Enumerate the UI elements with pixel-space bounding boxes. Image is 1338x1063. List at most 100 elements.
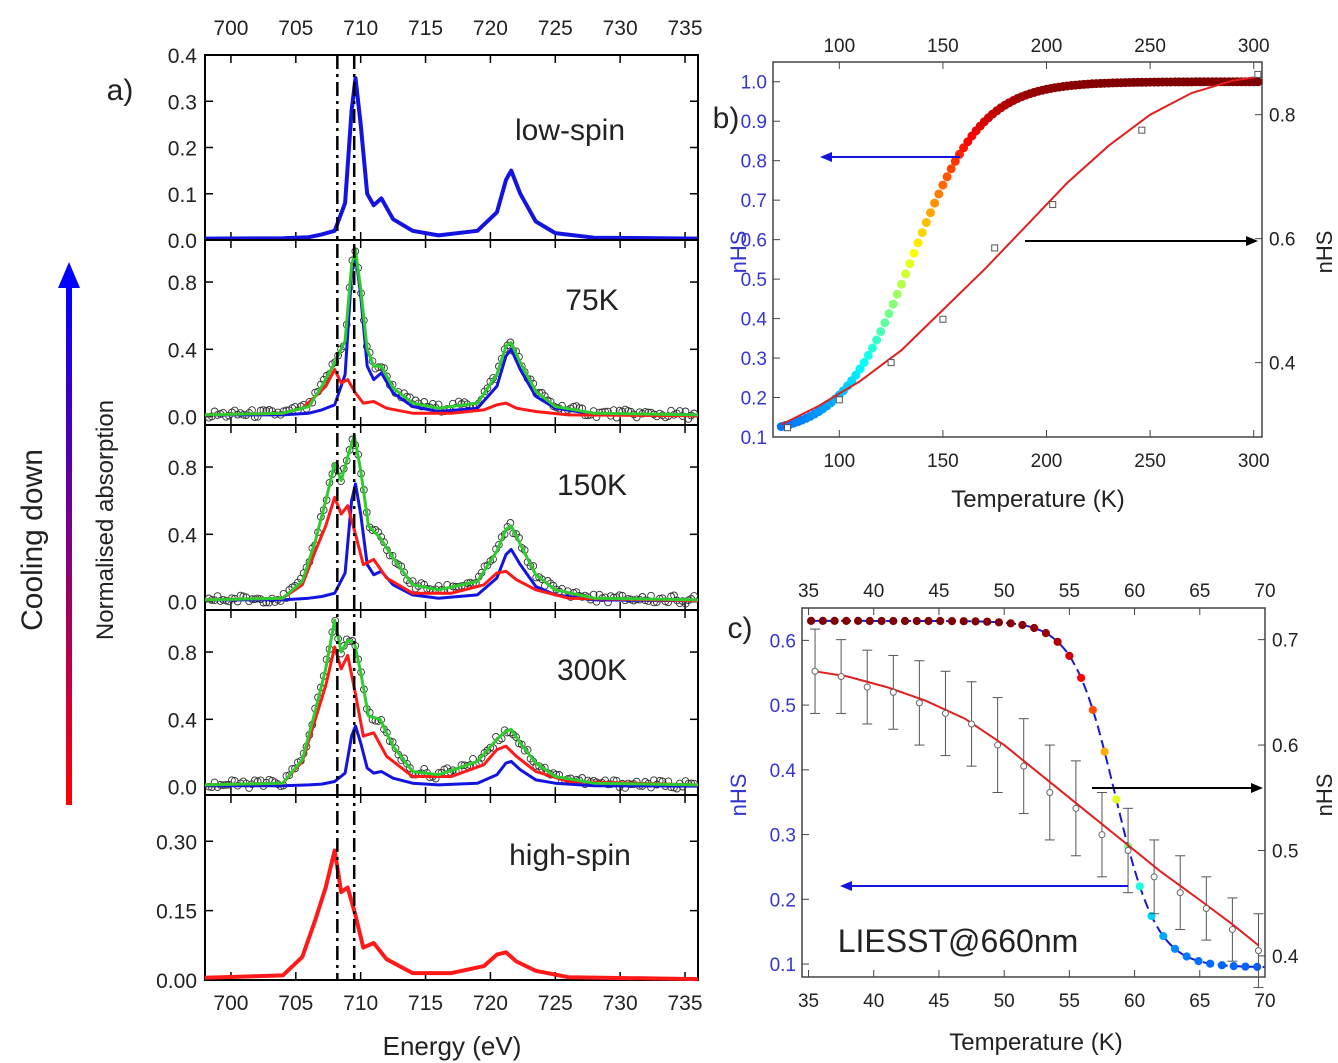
subpanel-low-spin: 0.0 0.1 0.2 0.3 0.4 low-spin (168, 45, 699, 253)
nhs-point (868, 343, 877, 353)
exp-point (1124, 846, 1132, 854)
exp-point (291, 764, 299, 773)
y-tick-label-left: 0.6 (741, 231, 767, 252)
series-hs (204, 848, 699, 982)
panel-a-xlabel: Energy (eV) (383, 1031, 522, 1061)
exp-point (285, 771, 294, 780)
nhs-point (863, 350, 873, 360)
nhs-point (983, 617, 992, 626)
y-tick-label: 0.0 (168, 777, 197, 800)
nhs-point (1030, 623, 1039, 633)
x-tick-label-bottom: 200 (1031, 451, 1063, 472)
nhs-point (1159, 932, 1168, 941)
square-point (939, 315, 947, 323)
exp-point (1098, 831, 1106, 839)
nhs-point (859, 358, 869, 367)
nhs-point (1065, 651, 1074, 661)
arrow-right-head (1246, 236, 1258, 246)
y-tick-label: 0.00 (156, 970, 197, 993)
subpanel-label: 300K (557, 654, 627, 687)
y-tick-label-left: 0.7 (741, 191, 767, 212)
nhs-point (876, 327, 886, 337)
subpanel-high-spin: 0.00 0.15 0.30 high-spin (156, 794, 699, 993)
y-tick-label-right: 0.6 (1272, 736, 1298, 757)
y-tick-label: 0.30 (156, 831, 197, 854)
nhs-point (865, 616, 874, 626)
nhs-point (994, 618, 1004, 627)
y-tick-label-left: 0.4 (741, 310, 768, 331)
panel-b-frame (772, 61, 1263, 438)
y-tick-label: 0.8 (168, 457, 197, 480)
panel-b-xlabel: Temperature (K) (951, 486, 1124, 513)
x-tick-label-top: 70 (1254, 581, 1275, 602)
y-tick-label: 0.8 (168, 642, 197, 665)
nhs-point (913, 238, 923, 248)
x-tick-label-bottom: 50 (994, 991, 1015, 1012)
arrow-left-head (840, 881, 852, 891)
nhs-point (889, 616, 898, 626)
y-tick-label-right: 0.6 (1269, 230, 1295, 251)
y-tick-label: 0.4 (168, 45, 198, 68)
x-tick-label-top: 50 (994, 581, 1015, 602)
x-tick-label-bottom: 55 (1059, 991, 1080, 1012)
nhs-point (807, 616, 816, 626)
exp-point (486, 743, 495, 752)
exp-point (1046, 789, 1054, 796)
y-tick-label-right: 0.7 (1272, 631, 1298, 652)
y-tick-label: 0.1 (168, 184, 197, 207)
panel-b: 100 100 150 150 200 200 250 250 300 300 0.1 0.2 0.3 0… (713, 36, 1337, 513)
exp-point (1202, 904, 1210, 912)
x-tick-label-bottom: 710 (343, 992, 378, 1015)
x-tick-label-top: 705 (278, 17, 313, 40)
nhs-point (921, 218, 931, 227)
series-ls (205, 724, 699, 788)
exp-point (968, 720, 976, 728)
arrow-left-head (820, 152, 832, 162)
nhs-point (934, 189, 944, 199)
x-tick-label-bottom: 720 (473, 992, 508, 1015)
subpanel-label: 75K (565, 284, 618, 317)
x-tick-label-top: 730 (603, 17, 638, 40)
nhs-point (959, 143, 969, 153)
panel-c-ylabel-right: nHS (1312, 774, 1337, 817)
arrow-right-head (1251, 783, 1263, 793)
x-tick-label-bottom: 65 (1189, 991, 1210, 1012)
y-tick-label-left: 0.8 (741, 152, 767, 173)
cooling-down-label: Cooling down (16, 449, 49, 631)
panel-c-frame (801, 607, 1266, 978)
x-tick-label-bottom: 700 (213, 992, 248, 1015)
y-tick-label: 0.4 (168, 524, 198, 547)
y-tick-label-left: 0.6 (770, 631, 796, 652)
exp-point (1228, 926, 1236, 934)
nhs-point (936, 616, 945, 626)
panel-b-ylabel-right: nHS (1312, 231, 1337, 274)
exp-point (811, 667, 819, 675)
nhs-point (872, 335, 882, 345)
nhs-point (971, 617, 980, 626)
liesst-annotation: LIESST@660nm (838, 923, 1079, 959)
x-tick-label-top: 60 (1124, 581, 1145, 602)
panel-a: 0.00.10.20.30.4low-spin0.00.40.875K0.00.… (107, 17, 703, 1061)
nhs-point (901, 269, 911, 279)
nhs-point (1135, 882, 1144, 891)
y-tick-label-left: 0.1 (770, 955, 796, 976)
exp-point (941, 709, 949, 717)
series-hs (204, 645, 699, 787)
square-point (835, 396, 843, 404)
y-tick-label-right: 0.4 (1272, 947, 1299, 968)
nhs-point (909, 248, 919, 258)
nhs-point (912, 616, 921, 626)
nhs-point (1100, 747, 1109, 756)
square-point (1254, 70, 1262, 78)
x-tick-label-top: 250 (1134, 36, 1166, 57)
series-fit (204, 248, 699, 417)
nhs-point (917, 228, 927, 238)
exp-point (506, 338, 515, 347)
subpanel-label: 150K (557, 469, 627, 502)
nhs-point (1018, 620, 1027, 630)
exp-point (837, 673, 845, 681)
panel-b-ylabel-left: nHS (726, 231, 751, 274)
x-tick-label-bottom: 70 (1254, 991, 1275, 1012)
nhs-point (855, 364, 865, 374)
x-tick-label-bottom: 45 (928, 991, 949, 1012)
